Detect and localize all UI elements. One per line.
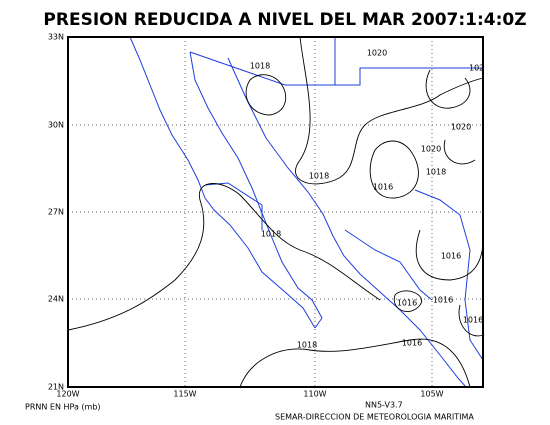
map-frame [67, 36, 484, 388]
isobar-label: 102 [469, 64, 484, 73]
isobar-label: 1016 [373, 183, 393, 192]
isobar-label: 1016 [463, 316, 483, 325]
lon-label: 120W [56, 390, 79, 399]
isobar-label: 1018 [250, 62, 270, 71]
lon-label: 105W [420, 390, 443, 399]
lat-label: 33N [48, 33, 64, 42]
isobar-label: 1020 [451, 123, 471, 132]
lon-label: 115W [173, 390, 196, 399]
variable-label: PRNN EN HPa (mb) [25, 403, 101, 412]
lat-label: 21N [48, 383, 64, 392]
isobar-label: 1018 [261, 230, 281, 239]
model-version: NN5-V3.7 [365, 401, 403, 410]
lat-label: 27N [48, 208, 64, 217]
isobar-label: 1016 [397, 299, 417, 308]
latitude-labels: 33N 30N 27N 24N 21N [48, 33, 64, 392]
isobar-label: 1020 [367, 49, 387, 58]
isobar-label: 1020 [421, 145, 441, 154]
graticule [68, 37, 483, 387]
isobar-labels: 1018 1020 102 1020 1020 1018 1016 1018 1… [250, 49, 484, 350]
isobar-label: 1018 [309, 172, 329, 181]
lat-label: 24N [48, 295, 64, 304]
isobar-label: 1018 [426, 168, 446, 177]
longitude-labels: 120W 115W 110W 105W [56, 390, 443, 399]
lon-label: 110W [303, 390, 326, 399]
isobar-label: 1016 [441, 252, 461, 261]
isobar-label: 1018 [297, 341, 317, 350]
isobar-label: 1016 [402, 339, 422, 348]
source-credit: SEMAR-DIRECCION DE METEOROLOGIA MARITIMA [275, 413, 474, 422]
coastlines [129, 36, 484, 388]
isobar-label: 1016 [433, 296, 453, 305]
map-title: PRESION REDUCIDA A NIVEL DEL MAR 2007:1:… [43, 10, 526, 30]
lat-label: 30N [48, 121, 64, 130]
isobars [67, 36, 484, 388]
